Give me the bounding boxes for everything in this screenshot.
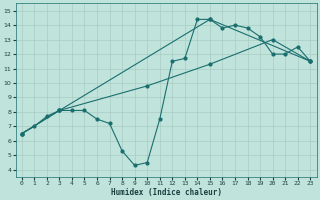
X-axis label: Humidex (Indice chaleur): Humidex (Indice chaleur) — [110, 188, 221, 197]
